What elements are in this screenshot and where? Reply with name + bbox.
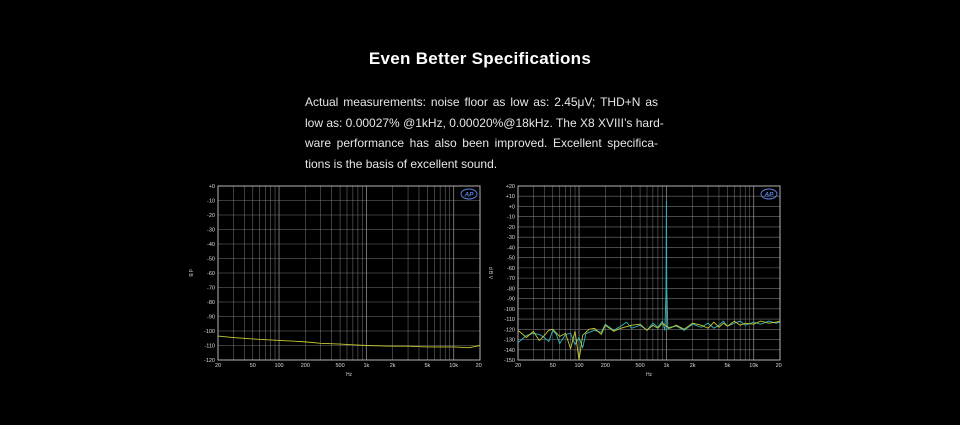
x-axis-label: Hz: [346, 372, 353, 378]
y-axis-label: d B: [187, 269, 193, 277]
ap-logo-icon: AP: [760, 188, 778, 200]
y-tick-label: -80: [207, 300, 215, 306]
x-tick-label: 5k: [425, 363, 431, 369]
y-tick-label: -80: [507, 286, 515, 292]
y-tick-label: -100: [504, 307, 515, 313]
y-tick-label: -70: [207, 286, 215, 292]
y-tick-label: -20: [207, 213, 215, 219]
x-tick-label: 10k: [749, 363, 758, 369]
x-tick-label: 1k: [363, 363, 369, 369]
section-heading: Even Better Specifications: [368, 49, 592, 68]
y-tick-label: +20: [506, 184, 515, 190]
logo-ellipse: [460, 188, 478, 200]
y-tick-label: -60: [507, 266, 515, 272]
series-line: [217, 335, 481, 349]
x-tick-label: 500: [635, 363, 644, 369]
series-line: [517, 320, 781, 361]
fft-spectrum-chart: +20 +10 +0 -10 -20 -30 -40 -50 -60 -70 -80 -90 -100 -…: [487, 184, 782, 378]
y-tick-label: -120: [504, 327, 515, 333]
x-tick-label: 50: [550, 363, 556, 369]
y-tick-label: -100: [204, 329, 215, 335]
y-tick-label: +10: [506, 194, 515, 200]
y-tick-label: -130: [504, 338, 515, 344]
y-tick-label: -90: [207, 315, 215, 321]
y-axis-label: d B V: [487, 267, 493, 280]
y-tick-label: -10: [507, 215, 515, 221]
x-tick-label: 1k: [663, 363, 669, 369]
x-tick-label: 10k: [449, 363, 458, 369]
y-tick-label: -70: [507, 276, 515, 282]
logo-ellipse: [760, 188, 778, 200]
y-tick-label: -140: [504, 348, 515, 354]
plot-grid: [217, 185, 481, 361]
y-tick-label: -110: [504, 317, 515, 323]
x-tick-label: 20: [215, 363, 221, 369]
series-line: [517, 200, 781, 349]
x-tick-label: 200: [301, 363, 310, 369]
y-tick-label: -50: [207, 257, 215, 263]
x-tick-label: 50: [250, 363, 256, 369]
y-tick-label: +0: [509, 204, 515, 210]
y-tick-label: -30: [507, 235, 515, 241]
y-tick-label: +0: [209, 184, 215, 190]
plot-frame: [217, 185, 481, 361]
x-tick-label: 2k: [690, 363, 696, 369]
y-tick-label: -20: [507, 225, 515, 231]
y-tick-label: -60: [207, 271, 215, 277]
y-tick-label: -10: [207, 199, 215, 205]
x-tick-label: 100: [574, 363, 583, 369]
x-tick-label: 2k: [390, 363, 396, 369]
y-tick-label: -50: [507, 256, 515, 262]
description-line: ware performance has also been improved.…: [305, 136, 658, 150]
y-tick-label: -110: [204, 344, 215, 350]
x-tick-label: 500: [335, 363, 344, 369]
y-tick-label: -30: [207, 228, 215, 234]
spec-description: Actual measurements: noise floor as low …: [305, 92, 664, 174]
y-tick-label: -90: [507, 297, 515, 303]
noise-floor-chart: +0 -10 -20 -30 -40 -50 -60 -70 -80 -90 -100 -110 -12…: [187, 184, 482, 378]
x-tick-label: 20k: [476, 363, 482, 369]
logo-text: AP: [463, 192, 474, 199]
y-tick-label: -40: [507, 245, 515, 251]
x-tick-label: 20k: [776, 363, 782, 369]
description-line: tions is the basis of excellent sound.: [305, 156, 498, 171]
y-tick-label: -150: [504, 358, 515, 364]
x-tick-label: 200: [601, 363, 610, 369]
y-tick-label: -120: [204, 358, 215, 364]
x-axis-label: Hz: [646, 372, 653, 378]
x-tick-label: 20: [515, 363, 521, 369]
plot-frame: [517, 185, 781, 361]
x-tick-label: 100: [274, 363, 283, 369]
y-tick-label: -40: [207, 242, 215, 248]
description-line: low as: 0.00027% @1kHz, 0.00020%@18kHz. …: [305, 115, 664, 130]
x-tick-label: 5k: [725, 363, 731, 369]
logo-text: AP: [763, 192, 774, 199]
ap-logo-icon: AP: [460, 188, 478, 200]
description-line: Actual measurements: noise floor as low …: [305, 95, 658, 109]
